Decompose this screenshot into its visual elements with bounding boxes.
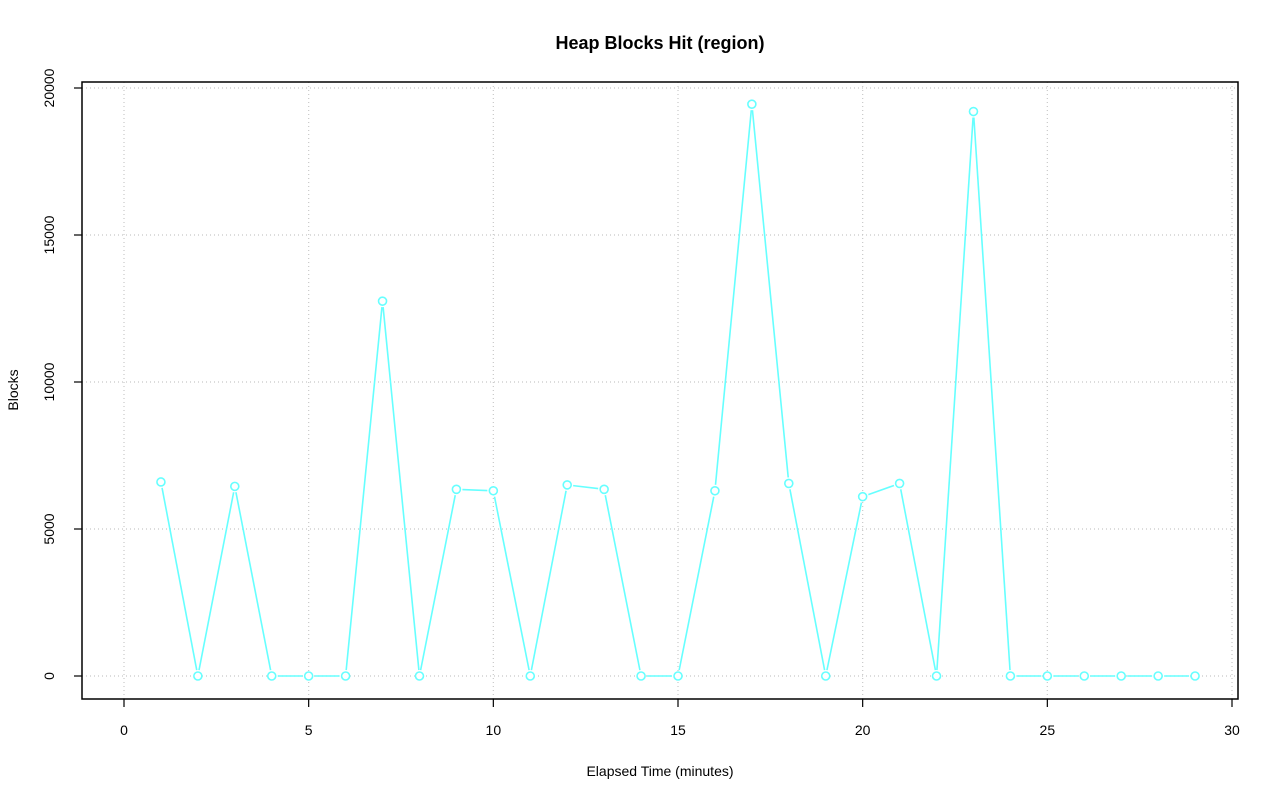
x-tick-label: 10 — [486, 722, 502, 738]
series-segment — [198, 492, 235, 671]
data-point — [414, 671, 425, 681]
data-series — [156, 99, 1200, 681]
data-point — [1116, 671, 1126, 681]
x-tick-label: 25 — [1040, 722, 1056, 738]
x-tick-label: 20 — [855, 722, 871, 738]
series-segment — [345, 307, 383, 671]
grid — [82, 82, 1238, 699]
data-point — [599, 484, 609, 495]
series-segment — [714, 110, 753, 485]
series-segment — [751, 110, 790, 478]
series-segment — [973, 117, 1011, 671]
plot-frame — [81, 81, 1239, 700]
series-segment — [826, 502, 863, 671]
data-point — [230, 481, 240, 492]
y-tick-label: 0 — [41, 672, 57, 680]
data-point — [820, 671, 831, 681]
y-axis-label: Blocks — [5, 369, 21, 410]
series-segment — [530, 490, 567, 671]
series-segment — [678, 496, 715, 671]
data-point — [857, 491, 868, 502]
axis-ticks: 0 5 10 15 20 25 30 0 5000 10000 15000 20000 — [41, 68, 1240, 738]
y-tick-label: 5000 — [41, 513, 57, 544]
chart-title: Heap Blocks Hit (region) — [555, 33, 764, 53]
series-segment — [868, 484, 895, 496]
data-point — [931, 671, 942, 681]
data-point — [968, 106, 979, 117]
y-tick-label: 10000 — [41, 362, 57, 401]
series-segment — [604, 495, 641, 671]
data-point — [156, 477, 166, 487]
x-tick-label: 30 — [1224, 722, 1240, 738]
data-point — [1042, 671, 1053, 681]
series-segment — [419, 495, 457, 671]
data-point — [451, 484, 462, 495]
y-tick-label: 15000 — [41, 215, 57, 254]
data-point — [303, 671, 314, 681]
data-point — [1190, 671, 1200, 681]
data-point — [266, 671, 277, 681]
data-point — [894, 478, 905, 489]
series-segment — [573, 484, 599, 490]
data-point — [747, 99, 757, 109]
x-axis-label: Elapsed Time (minutes) — [586, 763, 733, 779]
data-point — [1153, 671, 1163, 681]
data-point — [562, 480, 573, 490]
series-segment — [161, 487, 198, 671]
data-point — [710, 485, 720, 496]
x-tick-label: 15 — [670, 722, 686, 738]
data-point — [340, 671, 351, 681]
series-segment — [899, 489, 937, 671]
series-segment — [936, 117, 974, 671]
data-point — [525, 671, 536, 681]
series-segment — [789, 489, 826, 671]
series-segment — [493, 496, 530, 671]
data-point — [488, 485, 499, 496]
data-point — [193, 671, 203, 681]
series-segment — [235, 492, 272, 671]
data-point — [783, 478, 794, 489]
data-point — [1079, 671, 1090, 681]
data-point — [636, 671, 646, 681]
data-point — [673, 671, 683, 681]
x-tick-label: 5 — [305, 722, 313, 738]
series-segment — [382, 307, 420, 671]
series-segment — [462, 488, 488, 492]
data-point — [377, 296, 388, 306]
x-tick-label: 0 — [120, 722, 128, 738]
y-tick-label: 20000 — [41, 68, 57, 107]
data-point — [1005, 671, 1016, 681]
